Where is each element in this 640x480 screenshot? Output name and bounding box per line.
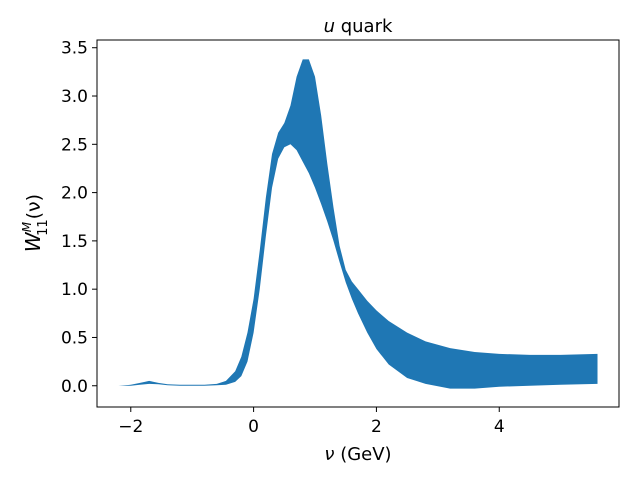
y-tick-label: 2.0 bbox=[61, 184, 88, 204]
y-axis-symbol: W bbox=[21, 231, 45, 252]
y-axis-subscript: 11 bbox=[36, 219, 51, 236]
y-axis-label: WM 11(ν) bbox=[20, 194, 51, 252]
y-axis-argument: (ν) bbox=[23, 194, 45, 219]
chart-title: u quark bbox=[324, 16, 393, 37]
uncertainty-band bbox=[118, 59, 598, 389]
x-axis-label: ν (GeV) bbox=[324, 444, 391, 465]
y-tick-label: 3.5 bbox=[61, 39, 88, 59]
x-tick-label: 4 bbox=[494, 417, 505, 437]
y-tick-label: 1.5 bbox=[61, 232, 88, 252]
y-axis-superscript: M bbox=[20, 221, 34, 232]
title-variable: u bbox=[324, 16, 335, 37]
x-axis: −2 0 2 4 bbox=[118, 407, 505, 437]
y-tick-label: 0.5 bbox=[61, 328, 88, 348]
x-tick-label: 0 bbox=[248, 417, 259, 437]
y-tick-label: 0.0 bbox=[61, 377, 88, 397]
y-axis: 0.0 0.5 1.0 1.5 2.0 2.5 3.0 3.5 bbox=[61, 39, 97, 397]
title-text: quark bbox=[335, 16, 393, 37]
x-tick-label: −2 bbox=[118, 417, 143, 437]
plot-area bbox=[118, 59, 598, 389]
x-tick-label: 2 bbox=[371, 417, 382, 437]
y-tick-label: 1.0 bbox=[61, 280, 88, 300]
plot-frame bbox=[96, 39, 620, 408]
x-axis-unit: (GeV) bbox=[334, 444, 391, 465]
y-tick-label: 3.0 bbox=[61, 87, 88, 107]
x-axis-variable: ν bbox=[324, 444, 334, 465]
y-tick-label: 2.5 bbox=[61, 135, 88, 155]
